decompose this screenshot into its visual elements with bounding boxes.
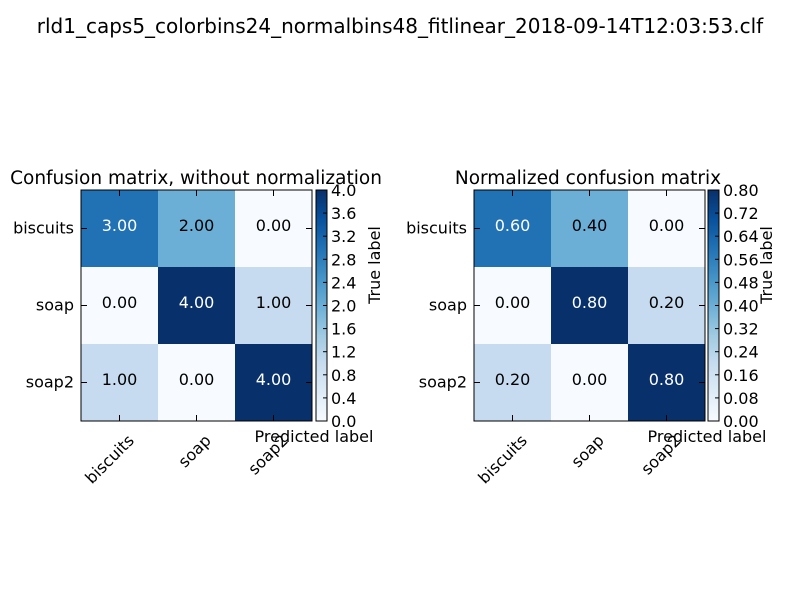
cell-value-label: 4.00 <box>179 293 215 312</box>
cell-value-label: 0.80 <box>649 370 685 389</box>
cell-value-label: 0.20 <box>649 293 685 312</box>
panel-title: Confusion matrix, without normalization <box>10 168 382 189</box>
heatmap-cell <box>551 267 629 345</box>
y-tick-label: biscuits <box>13 219 74 238</box>
colorbar-tick-label: 0.72 <box>723 204 759 223</box>
heatmap-cell <box>235 190 313 268</box>
colorbar-tick-label: 0.16 <box>723 366 759 385</box>
colorbar-tick-label: 0.80 <box>723 181 759 200</box>
cell-value-label: 1.00 <box>102 370 138 389</box>
colorbar-tick-label: 2.0 <box>331 297 356 316</box>
heatmap-cell <box>158 190 236 268</box>
colorbar-tick-label: 1.6 <box>331 320 356 339</box>
colorbar-tick-label: 0.4 <box>331 389 356 408</box>
colorbar-tick-label: 0.0 <box>331 412 356 431</box>
heatmap-cell <box>474 267 552 345</box>
confusion-matrix-panel-normalized: Normalized confusion matrix 0.60 0.40 0.00 0… <box>406 168 776 487</box>
cell-value-label: 0.00 <box>649 216 685 235</box>
figure-suptitle: rld1_caps5_colorbins24_normalbins48_fitl… <box>37 14 764 38</box>
colorbar-tick-label: 2.8 <box>331 250 356 269</box>
cell-value-label: 3.00 <box>102 216 138 235</box>
heatmap-cell <box>474 190 552 268</box>
cell-value-label: 0.60 <box>495 216 531 235</box>
cell-value-label: 2.00 <box>179 216 215 235</box>
colorbar-tick-label: 1.2 <box>331 343 356 362</box>
cell-value-label: 0.00 <box>572 370 608 389</box>
colorbar-tick-label: 3.6 <box>331 204 356 223</box>
panel-title: Normalized confusion matrix <box>455 168 721 189</box>
colorbar-tick-label: 3.2 <box>331 227 356 246</box>
colorbar-tick-label: 0.00 <box>723 412 759 431</box>
cell-value-label: 0.00 <box>256 216 292 235</box>
heatmap-cell <box>551 344 629 422</box>
y-tick-label: soap <box>429 296 467 315</box>
heatmap-cell <box>551 190 629 268</box>
colorbar-tick-label: 4.0 <box>331 181 356 200</box>
colorbar-tick-label: 0.24 <box>723 343 759 362</box>
cell-value-label: 0.00 <box>179 370 215 389</box>
heatmap-cell <box>474 344 552 422</box>
colorbar-tick-label: 0.40 <box>723 297 759 316</box>
x-axis-label: Predicted label <box>648 427 767 446</box>
y-axis-label: True label <box>365 226 384 305</box>
cell-value-label: 0.00 <box>102 293 138 312</box>
heatmap-cell <box>81 190 159 268</box>
y-axis-label: True label <box>757 226 776 305</box>
cell-value-label: 0.40 <box>572 216 608 235</box>
y-tick-label: biscuits <box>406 219 467 238</box>
colorbar-tick-label: 0.64 <box>723 227 759 246</box>
colorbar-tick-label: 0.08 <box>723 389 759 408</box>
cell-value-label: 0.80 <box>572 293 608 312</box>
colorbar-tick-label: 0.32 <box>723 320 759 339</box>
heatmap-cell <box>628 267 706 345</box>
heatmap-cell <box>81 344 159 422</box>
cell-value-label: 0.00 <box>495 293 531 312</box>
heatmap-cell <box>628 344 706 422</box>
y-tick-label: soap2 <box>419 373 467 392</box>
heatmap-cell <box>235 344 313 422</box>
colorbar-tick-label: 0.8 <box>331 366 356 385</box>
heatmap-cell <box>158 267 236 345</box>
colorbar-tick-label: 2.4 <box>331 273 356 292</box>
cell-value-label: 4.00 <box>256 370 292 389</box>
colorbar-tick-label: 0.48 <box>723 273 759 292</box>
heatmap-cell <box>235 267 313 345</box>
cell-value-label: 0.20 <box>495 370 531 389</box>
x-axis-label: Predicted label <box>255 427 374 446</box>
heatmap-cell <box>628 190 706 268</box>
heatmap-cell <box>81 267 159 345</box>
colorbar-tick-label: 0.56 <box>723 250 759 269</box>
y-tick-label: soap2 <box>26 373 74 392</box>
cell-value-label: 1.00 <box>256 293 292 312</box>
y-tick-label: soap <box>36 296 74 315</box>
heatmap-cell <box>158 344 236 422</box>
